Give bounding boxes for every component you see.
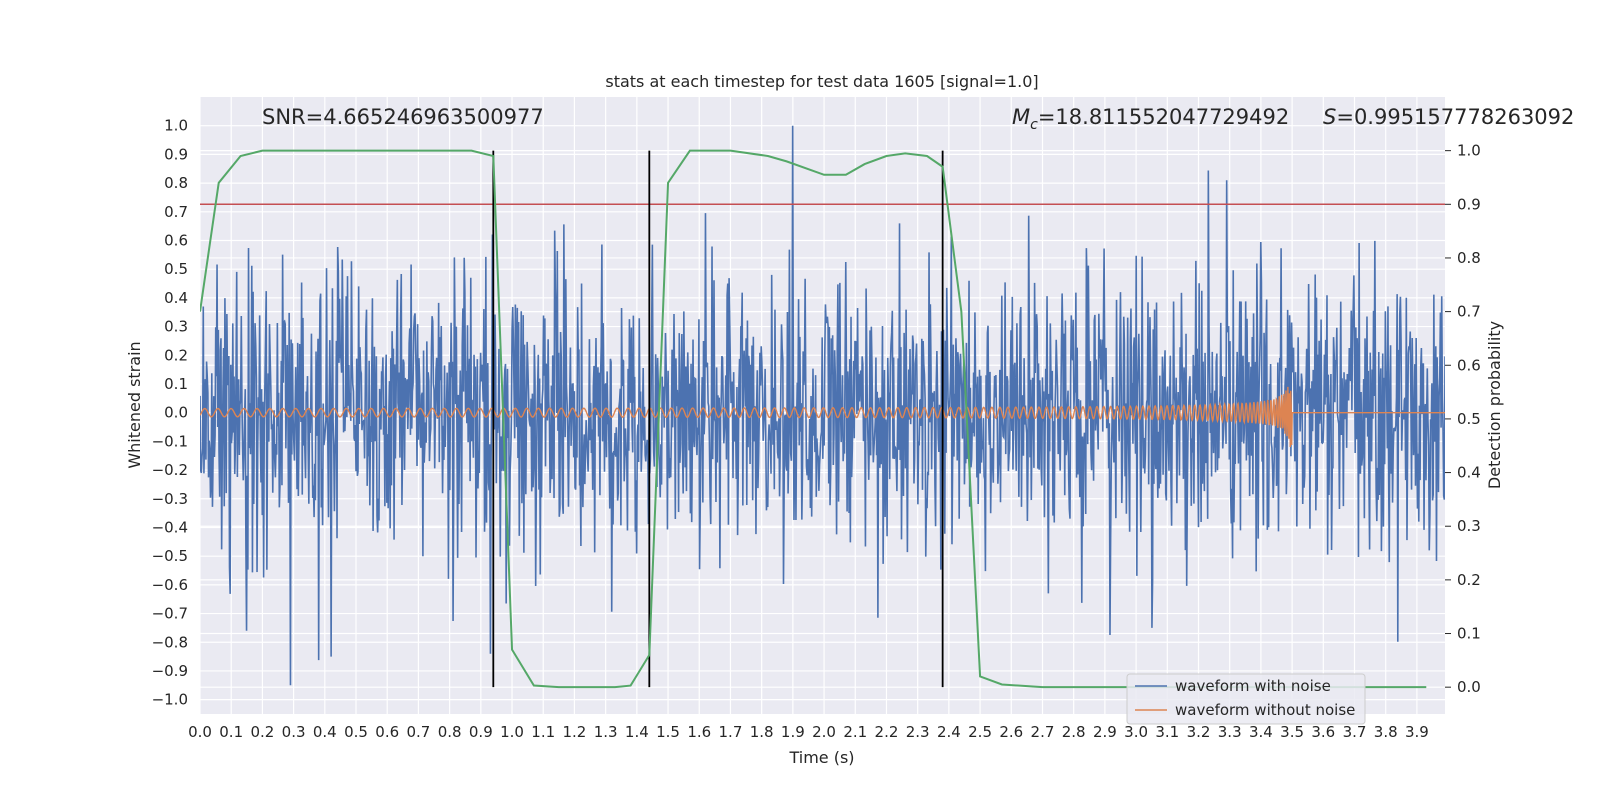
vertical-markers (492, 150, 944, 688)
x-axis-ticks: 0.0 0.1 0.2 0.3 0.4 0.5 0.6 0.7 0.8 0.9 1.0 1.1 1.2 1… (188, 723, 1429, 741)
x-tick-label: 2.4 (937, 723, 961, 741)
series-waveform-without-noise (200, 386, 1445, 447)
score-value: =0.995157778263092 (1336, 105, 1574, 129)
x-tick-label: 2.8 (1062, 723, 1086, 741)
x-tick-label: 1.7 (719, 723, 743, 741)
x-tick-label: 0.4 (313, 723, 337, 741)
y-tick-label: 0.7 (164, 203, 188, 221)
y2-tick-label: 1.0 (1457, 142, 1481, 160)
chirp-mass-annotation: Mc=18.811552047729492 (1012, 105, 1289, 133)
legend-label-clean: waveform without noise (1175, 701, 1355, 719)
y-tick-label: 1.0 (164, 117, 188, 135)
y-axis-ticks: 1.0 0.9 0.8 0.7 0.6 0.5 0.4 0.3 0.2 0.1 0.0 −0.1 −0.… (152, 117, 188, 709)
x-tick-label: 1.2 (563, 723, 587, 741)
x-tick-label: 0.6 (375, 723, 399, 741)
x-tick-label: 0.9 (469, 723, 493, 741)
y-tick-label: 0.5 (164, 260, 188, 278)
y2-tick-label: 0.0 (1457, 678, 1481, 696)
x-tick-label: 3.3 (1218, 723, 1242, 741)
x-tick-label: 1.6 (687, 723, 711, 741)
y2-tick-label: 0.1 (1457, 625, 1481, 643)
x-tick-label: 0.1 (219, 723, 243, 741)
x-tick-label: 3.8 (1374, 723, 1398, 741)
grid (199, 97, 1445, 714)
y2-axis-label: Detection probability (1485, 321, 1504, 489)
x-tick-label: 2.9 (1093, 723, 1117, 741)
y-tick-label: 0.9 (164, 145, 188, 163)
x-tick-label: 2.7 (1031, 723, 1055, 741)
y2-tick-label: 0.3 (1457, 517, 1481, 535)
chirp-mass-value: =18.811552047729492 (1038, 105, 1289, 129)
y2-tick-label: 0.6 (1457, 356, 1481, 374)
y-tick-label: 0.8 (164, 174, 188, 192)
y-tick-label: −0.9 (152, 662, 188, 680)
x-tick-label: 3.9 (1405, 723, 1429, 741)
legend-label-noise: waveform with noise (1175, 677, 1331, 695)
y-tick-label: 0.6 (164, 231, 188, 249)
y-tick-label: −0.8 (152, 633, 188, 651)
x-tick-label: 3.7 (1343, 723, 1367, 741)
x-tick-label: 1.0 (500, 723, 524, 741)
x-tick-label: 3.5 (1280, 723, 1304, 741)
y-tick-label: −0.4 (152, 518, 188, 536)
y2-tick-label: 0.7 (1457, 303, 1481, 321)
x-tick-label: 0.3 (282, 723, 306, 741)
x-tick-label: 2.6 (999, 723, 1023, 741)
y2-tick-label: 0.8 (1457, 249, 1481, 267)
y-tick-label: 0.3 (164, 318, 188, 336)
y-tick-label: −0.5 (152, 547, 188, 565)
x-tick-label: 0.2 (250, 723, 274, 741)
x-tick-label: 2.3 (906, 723, 930, 741)
legend: waveform with noise waveform without noi… (1126, 673, 1366, 725)
x-tick-label: 1.4 (625, 723, 649, 741)
chirp-mass-symbol: M (1012, 105, 1030, 129)
y-tick-label: 0.0 (164, 404, 188, 422)
chart-title: stats at each timestep for test data 160… (605, 72, 1038, 91)
y-tick-label: −0.2 (152, 461, 188, 479)
y-tick-label: −0.6 (152, 576, 188, 594)
y-tick-label: 0.4 (164, 289, 188, 307)
y2-tick-label: 0.5 (1457, 410, 1481, 428)
y2-tick-label: 0.9 (1457, 195, 1481, 213)
x-tick-label: 0.5 (344, 723, 368, 741)
x-tick-label: 2.1 (843, 723, 867, 741)
y-axis-label: Whitened strain (125, 341, 144, 468)
y-tick-label: −0.1 (152, 432, 188, 450)
x-tick-label: 0.8 (438, 723, 462, 741)
y-tick-label: 0.1 (164, 375, 188, 393)
x-tick-label: 0.0 (188, 723, 212, 741)
y-tick-label: −1.0 (152, 691, 188, 709)
x-tick-label: 0.7 (406, 723, 430, 741)
legend-box (1126, 673, 1366, 725)
x-tick-label: 2.0 (812, 723, 836, 741)
series-detection-probability (200, 149, 1427, 689)
x-axis-label: Time (s) (788, 748, 854, 767)
x-tick-label: 1.5 (656, 723, 680, 741)
x-tick-label: 3.1 (1155, 723, 1179, 741)
y-tick-label: 0.2 (164, 346, 188, 364)
chirp-mass-subscript: c (1030, 117, 1038, 133)
score-annotation: S=0.995157778263092 (1323, 105, 1574, 129)
y-tick-label: −0.7 (152, 605, 188, 623)
series-waveform-with-noise (200, 125, 1445, 686)
x-tick-label: 2.2 (875, 723, 899, 741)
y-tick-label: −0.3 (152, 490, 188, 508)
x-tick-label: 1.3 (594, 723, 618, 741)
y2-tick-label: 0.4 (1457, 464, 1481, 482)
x-tick-label: 2.5 (968, 723, 992, 741)
x-tick-label: 3.6 (1311, 723, 1335, 741)
x-tick-label: 1.9 (781, 723, 805, 741)
x-tick-label: 3.2 (1187, 723, 1211, 741)
x-tick-label: 3.0 (1124, 723, 1148, 741)
score-symbol: S (1323, 105, 1336, 129)
x-tick-label: 1.1 (531, 723, 555, 741)
snr-annotation: SNR=4.665246963500977 (262, 105, 544, 129)
plot-content (200, 125, 1445, 689)
y2-tick-label: 0.2 (1457, 571, 1481, 589)
x-tick-label: 3.4 (1249, 723, 1273, 741)
x-tick-label: 1.8 (750, 723, 774, 741)
y2-axis-ticks: 1.0 0.9 0.8 0.7 0.6 0.5 0.4 0.3 0.2 0.1 0.0 (1445, 142, 1481, 696)
